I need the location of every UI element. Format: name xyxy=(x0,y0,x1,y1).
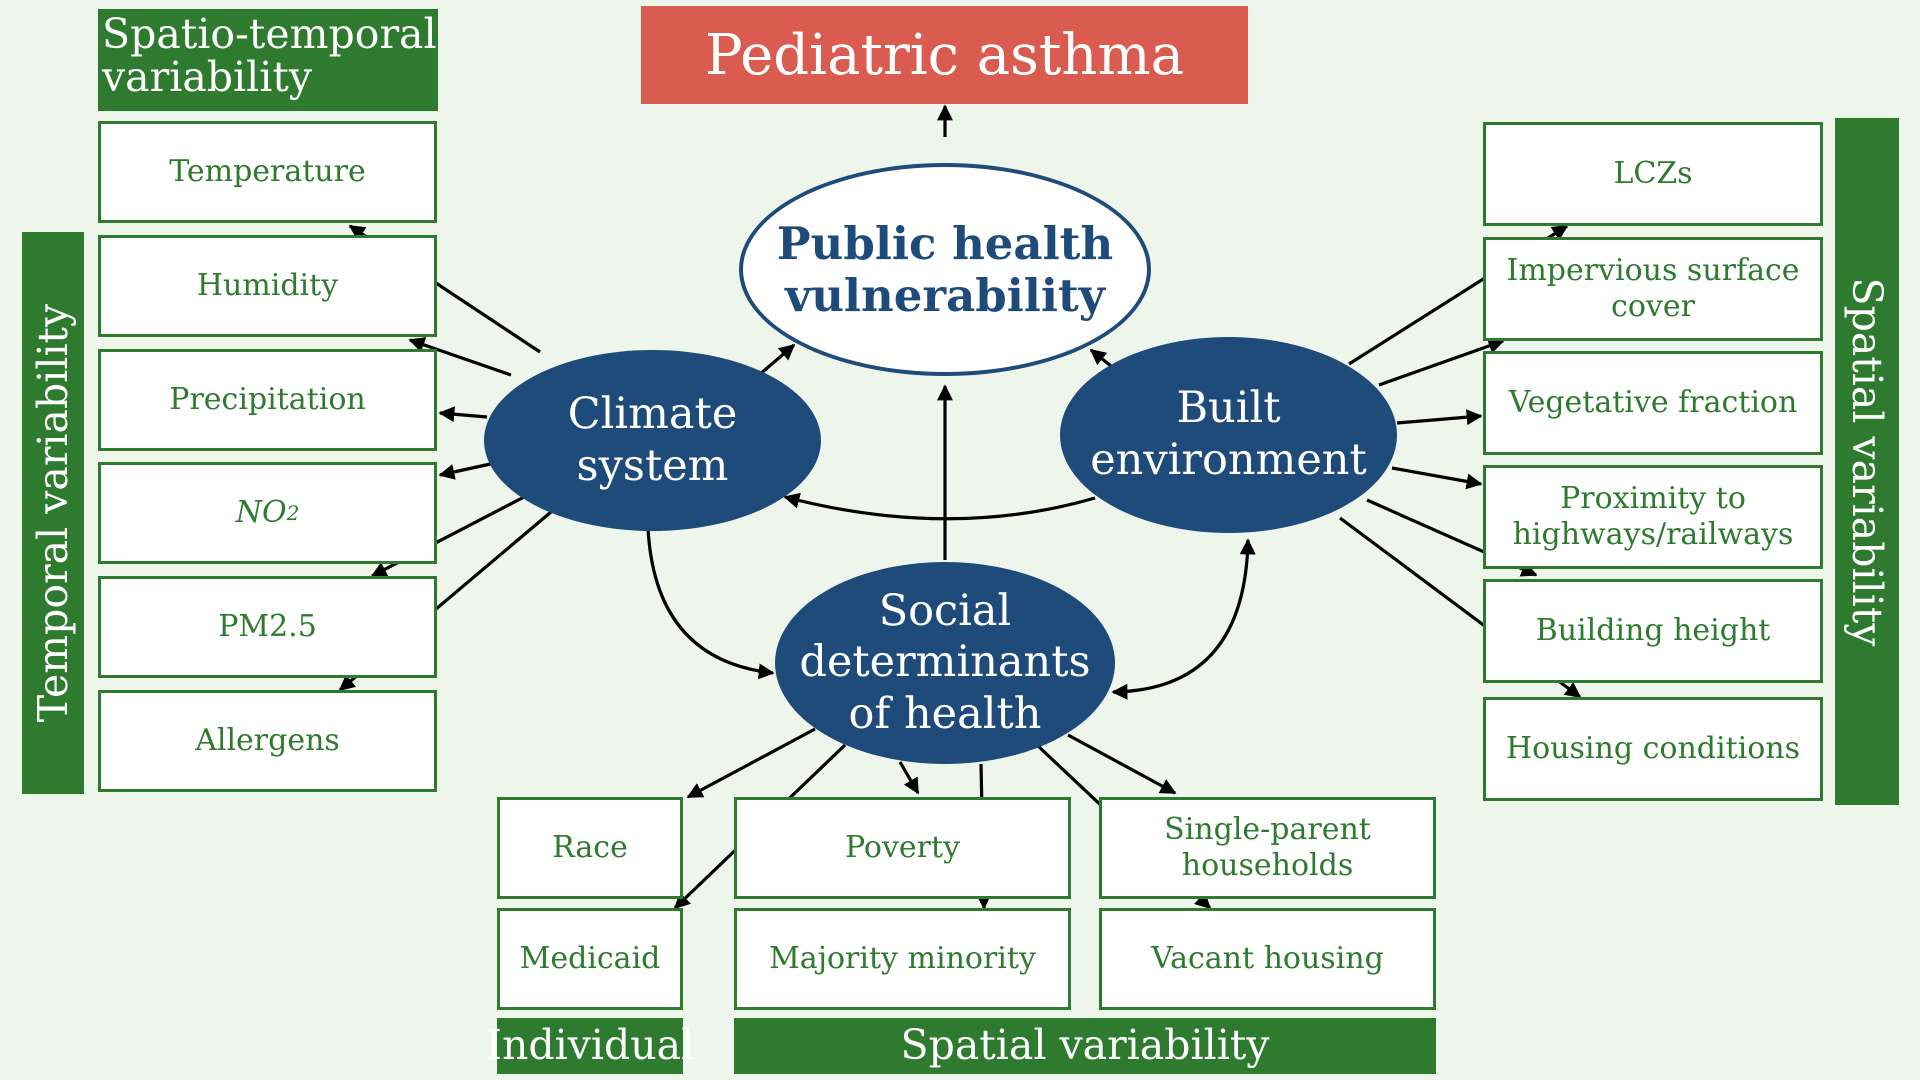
arrow-built-vegetative xyxy=(1396,409,1483,426)
medicaid-box: Medicaid xyxy=(497,908,683,1010)
no2-subscript: 2 xyxy=(286,501,300,525)
lczs-box: LCZs xyxy=(1483,122,1823,226)
temporal-variability-banner: Temporal variability xyxy=(22,232,84,794)
vacant-housing-box: Vacant housing xyxy=(1099,908,1436,1010)
impervious-surface-box: Impervious surface cover xyxy=(1483,237,1823,341)
building-height-box: Building height xyxy=(1483,579,1823,683)
arrow-social-built-bidirectional xyxy=(1111,538,1256,700)
majority-minority-box: Majority minority xyxy=(734,908,1071,1010)
poverty-box: Poverty xyxy=(734,797,1071,899)
spatio-temporal-header: Spatio-temporal variability xyxy=(98,9,438,111)
arrow-built-to-climate xyxy=(783,492,1096,521)
arrow-climate-humidity xyxy=(408,337,512,377)
arrow-climate-to-social xyxy=(646,527,775,680)
pm25-box: PM2.5 xyxy=(98,576,437,678)
public-health-vulnerability-node: Public health vulnerability xyxy=(739,163,1151,376)
spatial-variability-side-label: Spatial variability xyxy=(1843,277,1891,646)
individual-banner: Individual xyxy=(486,1018,694,1074)
arrow-social-poverty xyxy=(898,761,920,795)
arrow-built-to-vulnerability xyxy=(1089,348,1112,368)
arrow-climate-no2 xyxy=(438,461,496,480)
built-environment-node: Built environment xyxy=(1060,337,1397,533)
proximity-highways-box: Proximity to highways/railways xyxy=(1483,465,1823,569)
humidity-box: Humidity xyxy=(98,235,437,337)
arrow-built-proximity xyxy=(1391,466,1483,490)
climate-system-node: Climate system xyxy=(484,350,821,531)
pediatric-asthma-title: Pediatric asthma xyxy=(641,6,1248,104)
spatial-variability-banner: Spatial variability xyxy=(1835,118,1899,805)
arrow-social-single-parent xyxy=(1067,733,1177,795)
precipitation-box: Precipitation xyxy=(98,349,437,451)
no2-label: NO xyxy=(235,495,287,530)
spatial-variability-bottom-banner: Spatial variability xyxy=(734,1018,1436,1074)
single-parent-box: Single-parent households xyxy=(1099,797,1436,899)
housing-conditions-box: Housing conditions xyxy=(1483,697,1823,801)
no2-box: NO 2 xyxy=(98,462,437,564)
race-box: Race xyxy=(497,797,683,899)
arrow-built-impervious xyxy=(1378,338,1505,387)
social-determinants-node: Social determinants of health xyxy=(775,562,1115,764)
temperature-box: Temperature xyxy=(98,121,437,223)
temporal-variability-label: Temporal variability xyxy=(29,303,77,723)
allergens-box: Allergens xyxy=(98,690,437,792)
arrow-climate-precipitation xyxy=(438,406,488,423)
arrow-social-race xyxy=(686,727,816,799)
vegetative-fraction-box: Vegetative fraction xyxy=(1483,351,1823,455)
